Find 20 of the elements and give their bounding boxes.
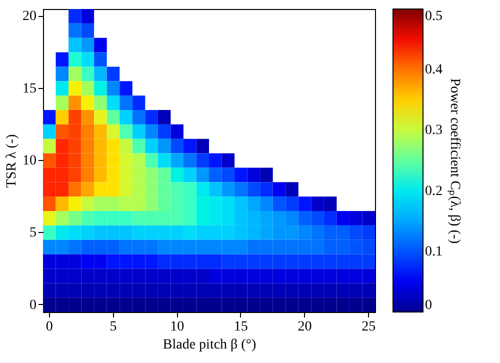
color-bar-title: Power coefficient Cₚ(λ, β) (-) [447,78,462,244]
y-tick-label: 20 [22,9,36,24]
y-tick-label: 0 [30,298,36,313]
x-tick-label: 0 [46,320,53,334]
x-tick-label: 20 [298,320,312,334]
color-bar-label: 0.4 [425,62,442,78]
x-tick-label: 10 [170,320,184,334]
color-bar-label: 0 [425,298,432,313]
y-tick-label: 5 [30,226,36,241]
color-bar-label: 0.2 [425,184,442,199]
x-tick-label: 5 [110,320,117,334]
color-bar-label: 0.5 [425,9,442,24]
y-tick-label: 15 [22,81,36,96]
y-axis-title: TSR λ (-) [4,134,20,188]
color-bar-label: 0.3 [425,123,442,138]
color-bar-label: 0.1 [425,244,442,260]
y-tick-label: 10 [22,154,36,168]
x-tick-label: 25 [362,320,376,334]
x-axis-title: Blade pitch β (°) [162,338,256,352]
x-tick-label: 15 [234,320,248,334]
